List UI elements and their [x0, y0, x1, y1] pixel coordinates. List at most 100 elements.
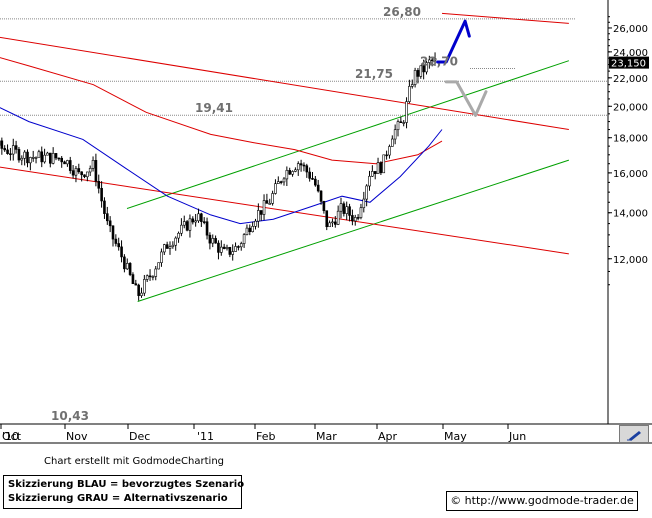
candle-body: [245, 227, 249, 235]
candle-body: [416, 70, 420, 77]
candle-body: [239, 243, 243, 248]
candle-body: [410, 84, 414, 87]
candle-body: [34, 157, 38, 159]
candle-body: [197, 213, 200, 222]
candle-body: [151, 276, 155, 278]
candle-body: [379, 162, 383, 174]
candle-body: [342, 203, 346, 214]
candle-body: [57, 157, 61, 160]
candle-body: [390, 138, 394, 147]
candle-body: [134, 283, 138, 286]
candle-body: [9, 153, 12, 155]
candle-body: [328, 222, 331, 228]
trend-line: [0, 166, 569, 255]
candle-body: [114, 238, 118, 244]
candle-body: [314, 178, 317, 186]
trend-line: [126, 60, 570, 209]
candle-body: [237, 246, 240, 248]
y-tick-label: 18,000: [613, 134, 648, 145]
candle-body: [108, 220, 112, 227]
candle-body: [288, 170, 292, 175]
candle-body: [373, 171, 377, 175]
axes: 26,000 24,000 22,000 20,000 18,000 16,000 14,0…: [0, 0, 652, 444]
level-label: 26,80: [383, 5, 421, 19]
candle-body: [422, 65, 425, 73]
candle-body: [163, 244, 166, 253]
candle-body: [157, 262, 160, 270]
candle-body: [174, 237, 177, 246]
candle-body: [211, 238, 215, 244]
candle-body: [279, 181, 283, 183]
candle-body: [430, 59, 434, 62]
candle-body: [128, 263, 132, 275]
x-tick-label: Oct: [2, 430, 22, 443]
candle-body: [336, 210, 340, 225]
candle-body: [268, 203, 272, 205]
candle-body: [46, 152, 49, 156]
candle-body: [419, 65, 423, 77]
source-url[interactable]: © http://www.godmode-trader.de: [446, 491, 638, 511]
x-tick-label: Feb: [256, 430, 275, 443]
candle-body: [311, 178, 314, 180]
candle-body: [77, 168, 81, 173]
y-tick-label: 24,000: [613, 48, 648, 59]
candle-body: [402, 122, 406, 124]
candle-body: [385, 154, 388, 157]
candle-body: [171, 244, 175, 248]
moving-average-red: [0, 57, 443, 165]
candle-body: [202, 221, 206, 223]
x-tick-label: Jun: [508, 430, 526, 443]
candle-body: [88, 168, 92, 173]
candle-body: [325, 210, 329, 228]
candle-body: [26, 151, 29, 164]
candle-body: [80, 171, 83, 176]
candle-body: [83, 174, 86, 178]
candle-body: [91, 160, 95, 169]
drawing-tool-icon[interactable]: [619, 425, 649, 443]
candle-body: [271, 193, 274, 204]
candle-body: [356, 217, 360, 219]
candle-body: [248, 227, 252, 233]
candle-body: [276, 181, 280, 184]
candle-body: [231, 251, 234, 255]
moving-averages: [0, 57, 443, 225]
candle-body: [120, 246, 123, 258]
scenario-legend: Skizzierung BLAU = bevorzugtes Szenario …: [3, 475, 244, 509]
candle-body: [194, 220, 197, 223]
candle-body: [302, 164, 306, 167]
trend-line: [137, 159, 570, 302]
candle-body: [97, 180, 101, 189]
last-price-box: [609, 56, 649, 69]
candle-body: [259, 210, 263, 215]
candle-body: [413, 70, 417, 85]
candle-body: [43, 154, 46, 163]
candle-body: [428, 59, 431, 63]
candle-body: [160, 251, 163, 263]
trend-channels: [0, 12, 570, 302]
candle-body: [182, 221, 186, 226]
candle-body: [234, 246, 237, 252]
candle-body: [37, 151, 41, 158]
candle-body: [29, 157, 32, 164]
candle-body: [425, 62, 428, 73]
candle-body: [86, 171, 89, 178]
legend-grey: Skizzierung GRAU = Alternativszenario: [8, 493, 228, 504]
candle-body: [145, 275, 149, 280]
candle-body: [393, 129, 397, 140]
candle-body: [339, 203, 343, 212]
candle-body: [185, 221, 189, 231]
candle-body: [262, 200, 266, 215]
candle-body: [154, 268, 158, 277]
candle-body: [396, 121, 400, 131]
candle-body: [14, 145, 18, 150]
candle-body: [168, 246, 172, 249]
trend-line: [441, 12, 569, 24]
y-tick-label: 20,000: [613, 102, 648, 113]
candle-body: [322, 201, 326, 211]
candle-body: [180, 224, 183, 234]
candle-body: [408, 86, 411, 102]
candle-body: [242, 234, 246, 244]
candle-body: [23, 151, 26, 159]
candle-body: [388, 146, 391, 156]
candle-body: [17, 149, 21, 161]
